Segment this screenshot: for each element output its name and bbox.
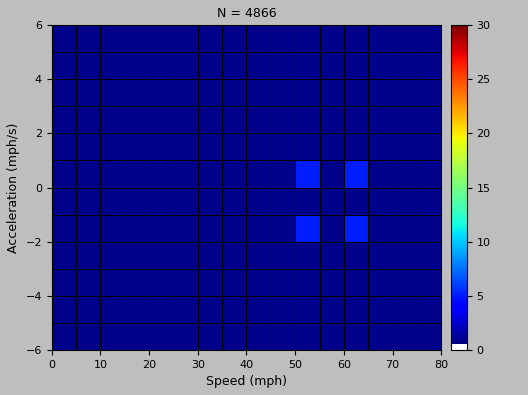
X-axis label: Speed (mph): Speed (mph) xyxy=(206,375,287,388)
Title: N = 4866: N = 4866 xyxy=(216,7,276,20)
Y-axis label: Acceleration (mph/s): Acceleration (mph/s) xyxy=(7,122,20,253)
